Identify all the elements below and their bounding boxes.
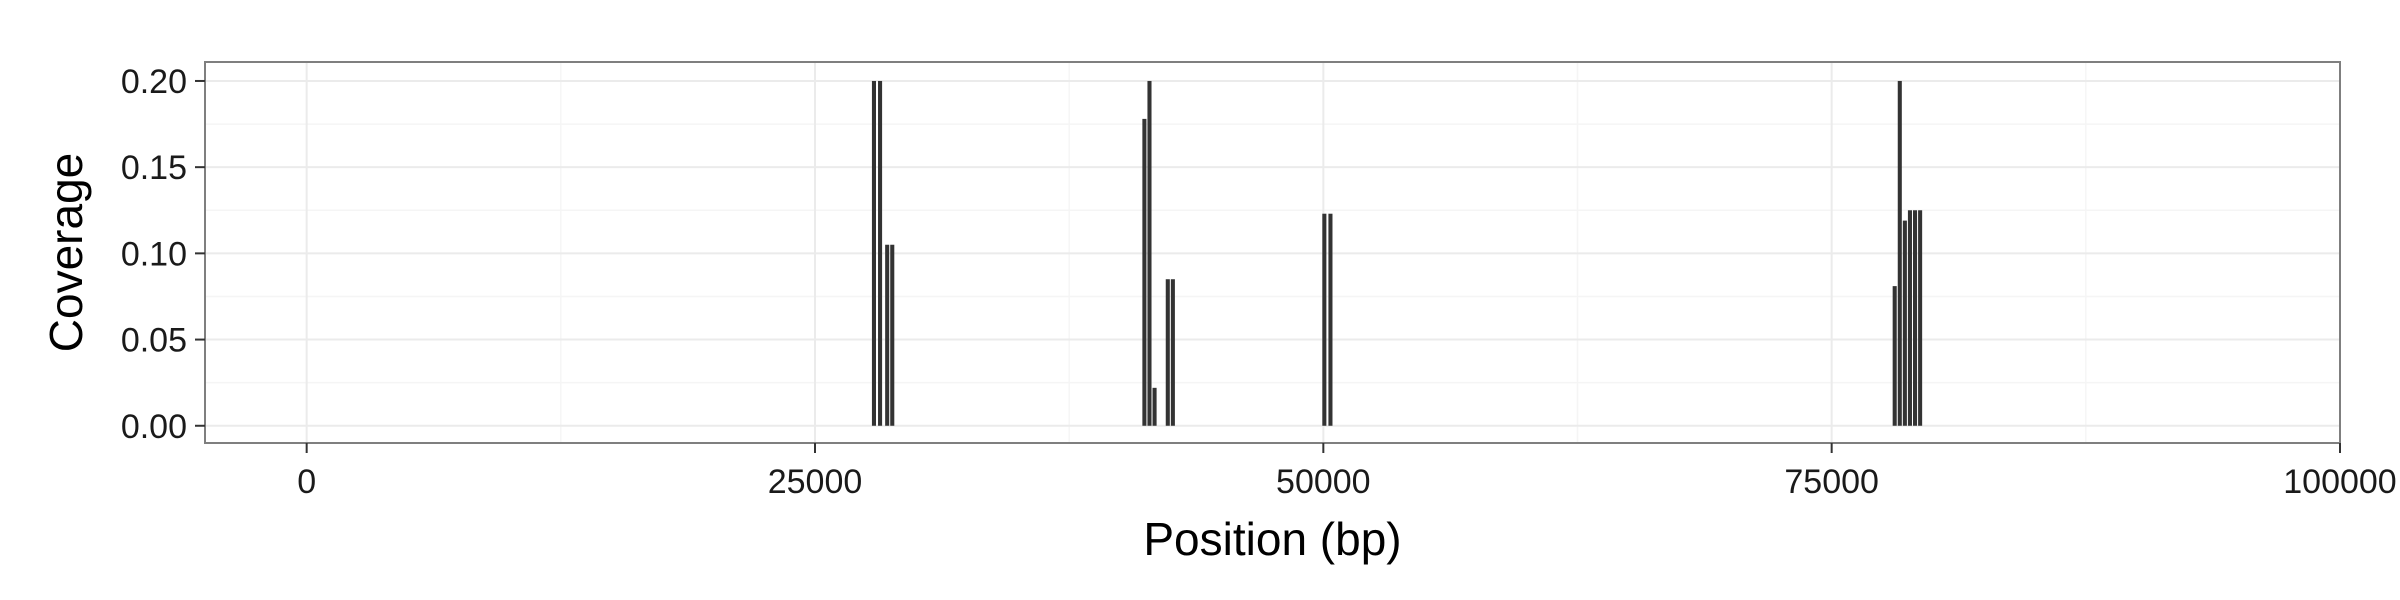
coverage-bar xyxy=(1142,118,1147,426)
coverage-bar xyxy=(890,244,895,426)
x-axis-title: Position (bp) xyxy=(1143,513,1401,565)
x-tick-label: 75000 xyxy=(1784,463,1879,501)
coverage-bar xyxy=(1152,387,1157,426)
coverage-bar xyxy=(1165,279,1170,426)
y-tick-label: 0.00 xyxy=(121,408,187,446)
y-axis-title: Coverage xyxy=(40,153,92,352)
coverage-bar xyxy=(1897,80,1902,426)
coverage-bar xyxy=(878,80,883,426)
x-tick-label: 25000 xyxy=(768,463,863,501)
coverage-bar xyxy=(1322,213,1327,426)
coverage-bar xyxy=(1918,210,1923,426)
coverage-bar xyxy=(871,80,876,426)
coverage-bar xyxy=(1907,210,1912,426)
y-axis: 0.00 0.05 0.10 0.15 0.20 xyxy=(121,63,205,446)
coverage-bar xyxy=(885,244,890,426)
coverage-bar xyxy=(1170,279,1175,426)
x-axis: 0 25000 50000 75000 100000 xyxy=(297,443,2397,501)
coverage-bar xyxy=(1913,210,1918,426)
coverage-bar xyxy=(1902,220,1907,426)
coverage-bar xyxy=(1328,213,1333,426)
y-tick-label: 0.10 xyxy=(121,235,187,273)
y-tick-label: 0.20 xyxy=(121,63,187,101)
coverage-bar xyxy=(1892,286,1897,426)
x-tick-label: 0 xyxy=(297,463,316,501)
x-tick-label: 50000 xyxy=(1276,463,1371,501)
x-tick-label: 100000 xyxy=(2283,463,2396,501)
coverage-bars xyxy=(871,80,1923,426)
y-tick-label: 0.15 xyxy=(121,149,187,187)
y-tick-label: 0.05 xyxy=(121,322,187,360)
coverage-bar xyxy=(1147,80,1152,426)
